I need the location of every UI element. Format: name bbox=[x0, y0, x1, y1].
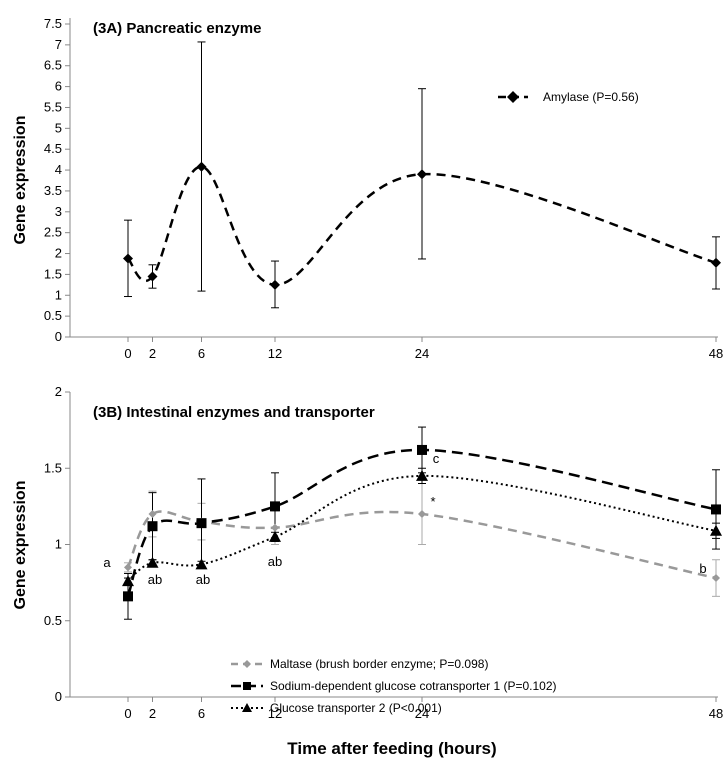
y-tick-label: 7.5 bbox=[44, 16, 62, 31]
data-point bbox=[196, 161, 207, 172]
legend-amylase-marker bbox=[507, 91, 519, 103]
x-tick-label: 12 bbox=[268, 706, 282, 721]
y-tick-label: 4.5 bbox=[44, 141, 62, 156]
panel-3a-title: (3A) Pancreatic enzyme bbox=[93, 20, 261, 37]
x-tick-label: 0 bbox=[124, 346, 131, 361]
y-tick-label: 2 bbox=[55, 246, 62, 261]
data-point bbox=[271, 523, 279, 532]
x-tick-label: 2 bbox=[149, 346, 156, 361]
panel-3a-ticks: 0 0.5 1 1.5 2 2.5 3 3.5 4 4.5 5 5.5 6 6.5 7 7.5 0 2 6 12 24 4… bbox=[44, 16, 723, 361]
y-tick-label: 4 bbox=[55, 162, 62, 177]
y-tick-label: 1 bbox=[55, 287, 62, 302]
data-point bbox=[196, 518, 207, 529]
data-point bbox=[711, 257, 721, 268]
x-tick-label: 12 bbox=[268, 346, 282, 361]
data-point bbox=[122, 575, 134, 587]
y-tick-label: 0.5 bbox=[44, 613, 62, 628]
data-point bbox=[270, 501, 280, 512]
panel-3a-markers bbox=[123, 161, 721, 290]
data-point bbox=[123, 253, 133, 264]
y-tick-label: 6 bbox=[55, 79, 62, 94]
y-tick-label: 3 bbox=[55, 204, 62, 219]
y-tick-label: 1.5 bbox=[44, 266, 62, 281]
panel-3b: (3B) Intestinal enzymes and transporter … bbox=[12, 384, 723, 721]
data-point bbox=[416, 469, 428, 481]
x-tick-label: 0 bbox=[124, 706, 131, 721]
data-point bbox=[146, 556, 159, 568]
y-tick-label: 0.5 bbox=[44, 308, 62, 323]
y-tick-label: 0 bbox=[55, 689, 62, 704]
legend-maltase-marker bbox=[243, 660, 251, 668]
x-tick-label: 48 bbox=[709, 346, 723, 361]
data-point bbox=[711, 504, 721, 515]
y-tick-label: 0 bbox=[55, 329, 62, 344]
data-point bbox=[417, 444, 427, 455]
legend-glut2-label: Glucose transporter 2 (P<0.001) bbox=[270, 701, 442, 715]
significance-letter: ab bbox=[148, 572, 162, 587]
x-tick-label: 6 bbox=[198, 706, 205, 721]
data-point bbox=[269, 530, 281, 542]
data-point bbox=[712, 574, 720, 583]
y-tick-label: 1.5 bbox=[44, 460, 62, 475]
data-point bbox=[417, 169, 427, 180]
y-tick-label: 6.5 bbox=[44, 58, 62, 73]
x-tick-label: 24 bbox=[415, 706, 429, 721]
series-line bbox=[126, 510, 717, 580]
data-point bbox=[270, 279, 280, 290]
legend-sglt1-marker bbox=[243, 682, 251, 690]
data-point bbox=[147, 271, 158, 282]
panel-3b-y-label: Gene expression bbox=[12, 481, 29, 610]
figure-x-label: Time after feeding (hours) bbox=[287, 739, 496, 758]
data-point bbox=[418, 510, 426, 518]
x-tick-label: 6 bbox=[198, 346, 205, 361]
y-tick-label: 5 bbox=[55, 120, 62, 135]
x-tick-label: 24 bbox=[415, 346, 429, 361]
data-point bbox=[123, 591, 133, 602]
significance-letter: ab bbox=[268, 554, 282, 569]
data-point bbox=[147, 521, 158, 532]
panel-3b-markers bbox=[122, 444, 722, 602]
legend-sglt1-label: Sodium-dependent glucose cotransporter 1… bbox=[270, 679, 557, 693]
significance-letter: a bbox=[103, 555, 111, 570]
y-tick-label: 5.5 bbox=[44, 99, 62, 114]
data-point bbox=[124, 563, 132, 572]
data-point bbox=[195, 558, 208, 570]
legend-maltase-label: Maltase (brush border enzyme; P=0.098) bbox=[270, 657, 488, 671]
significance-letter: * bbox=[430, 494, 435, 509]
significance-letter: ab bbox=[196, 572, 210, 587]
y-tick-label: 2 bbox=[55, 384, 62, 399]
panel-3b-ticks: 0 0.5 1 1.5 2 0 2 6 12 24 48 bbox=[44, 384, 723, 721]
y-tick-label: 7 bbox=[55, 37, 62, 52]
panel-3a: (3A) Pancreatic enzyme Gene expression 0… bbox=[12, 16, 723, 361]
y-tick-label: 2.5 bbox=[44, 225, 62, 240]
y-tick-label: 3.5 bbox=[44, 183, 62, 198]
legend-amylase-label: Amylase (P=0.56) bbox=[543, 90, 639, 104]
data-point bbox=[148, 510, 157, 518]
panel-3b-legend: Maltase (brush border enzyme; P=0.098) S… bbox=[231, 657, 557, 715]
significance-letter: c bbox=[433, 451, 440, 466]
x-tick-label: 2 bbox=[149, 706, 156, 721]
data-point bbox=[710, 524, 722, 536]
significance-letter: b bbox=[699, 561, 706, 576]
panel-3a-legend: Amylase (P=0.56) bbox=[498, 90, 639, 104]
panel-3b-title: (3B) Intestinal enzymes and transporter bbox=[93, 404, 375, 421]
panel-3b-annotations: a ab ab ab c * b bbox=[103, 451, 706, 587]
panel-3a-y-label: Gene expression bbox=[12, 116, 29, 245]
legend-glut2-marker bbox=[242, 703, 252, 712]
y-tick-label: 1 bbox=[55, 537, 62, 552]
x-tick-label: 48 bbox=[709, 706, 723, 721]
